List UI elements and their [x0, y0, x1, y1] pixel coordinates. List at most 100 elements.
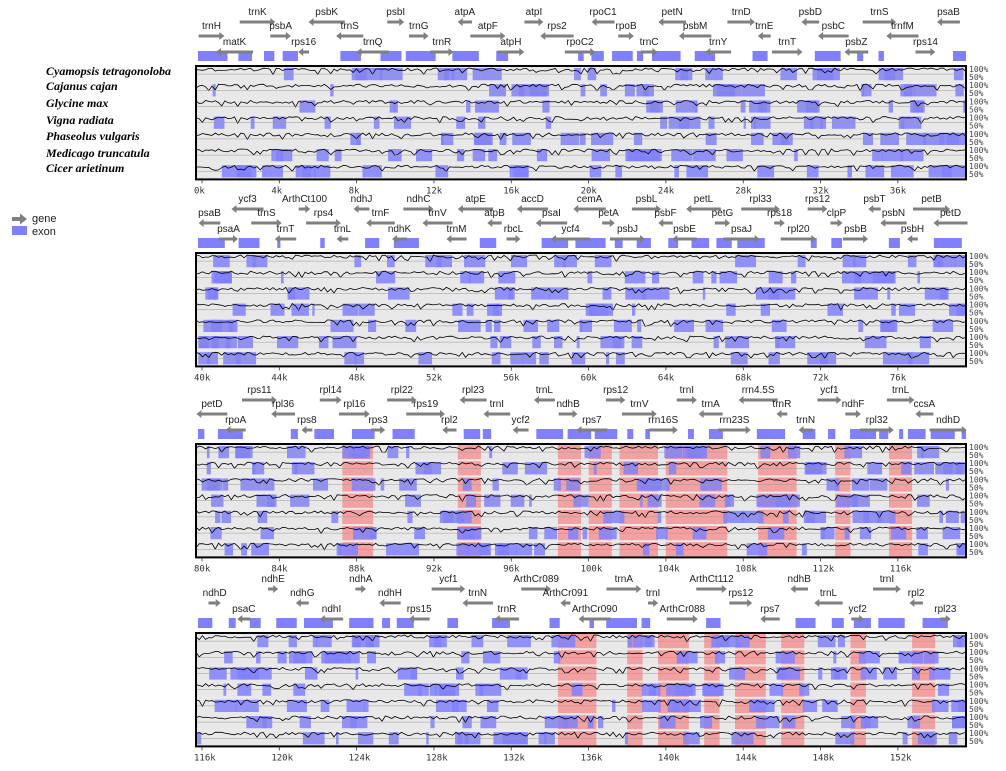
gene-label: trnV — [630, 399, 649, 410]
exon-band — [198, 51, 966, 61]
percent-50-label: 50% — [969, 705, 984, 714]
gene-label: trnQ — [363, 37, 383, 48]
percent-50-label: 50% — [969, 154, 984, 163]
percent-100-label: 100% — [969, 317, 988, 326]
percent-50-label: 50% — [969, 548, 984, 557]
gene-arrow — [494, 615, 520, 623]
gene-label: psbB — [844, 224, 867, 235]
exon-block — [814, 51, 841, 61]
exon-block — [922, 618, 948, 628]
gene-arrow — [723, 235, 760, 243]
similarity-curve — [195, 634, 967, 643]
axis-tick-label: 48k — [349, 373, 366, 383]
gene-label: ycf1 — [439, 574, 458, 585]
gene-label: petN — [662, 7, 683, 18]
gene-arrow — [909, 599, 923, 607]
axis-tick-label: 72k — [813, 373, 830, 383]
percent-100-label: 100% — [969, 648, 988, 657]
gene-arrow — [933, 219, 968, 227]
exon-block — [405, 51, 436, 61]
gene-arrow — [406, 410, 445, 418]
exon-block — [277, 238, 281, 248]
gene-label: rps11 — [247, 385, 272, 396]
gene-arrow — [251, 219, 282, 227]
gene-arrow — [353, 205, 370, 213]
gene-label: psbM — [683, 21, 707, 32]
gene-label: psbK — [315, 7, 338, 18]
species-track: 100%50% — [196, 162, 988, 180]
percent-50-label: 50% — [969, 532, 984, 541]
similarity-curve — [196, 164, 967, 173]
gene-arrow — [506, 235, 521, 243]
exon-block — [930, 429, 955, 439]
percent-100-label: 100% — [969, 729, 988, 738]
axis-tick-label: 116k — [194, 753, 216, 763]
gene-label: ndhJ — [351, 194, 373, 205]
gene-label: cemA — [577, 194, 603, 205]
exon-block — [479, 238, 497, 248]
exon-block — [802, 429, 816, 439]
gene-label: ycf1 — [820, 385, 839, 396]
similarity-curve — [195, 510, 967, 519]
exon-block — [708, 429, 723, 439]
gene-label: psbA — [269, 21, 292, 32]
gene-arrow — [886, 32, 919, 40]
similarity-curve — [195, 666, 967, 675]
gene-label: petD — [940, 208, 961, 219]
gene-arrow — [564, 48, 596, 56]
panel-frame — [195, 65, 967, 181]
exon-block — [612, 51, 633, 61]
gene-arrow — [387, 18, 405, 26]
gene-arrow — [271, 410, 296, 418]
exon-block — [716, 238, 732, 248]
gene-label: ycf3 — [238, 194, 257, 205]
percent-100-label: 100% — [969, 632, 988, 641]
gene-arrow — [606, 585, 642, 593]
exon-block — [282, 51, 298, 61]
gene-label: rps7 — [760, 604, 780, 615]
gene-label: rps12 — [603, 385, 628, 396]
gene-label: ndhE — [261, 574, 285, 585]
gene-label: petL — [694, 194, 714, 205]
gene-arrow — [274, 235, 297, 243]
axis-tick-label: 16k — [503, 186, 520, 196]
exon-block — [899, 429, 904, 439]
similarity-curve — [195, 351, 967, 360]
percent-50-label: 50% — [969, 737, 984, 746]
gene-arrow — [430, 48, 454, 56]
exon-block — [795, 618, 816, 628]
exon-block — [752, 51, 768, 61]
exon-block — [810, 238, 817, 248]
gene-label: trnR — [772, 399, 791, 410]
gene-label: trnE — [755, 21, 774, 32]
gene-label: ndhK — [388, 224, 412, 235]
gene-arrow — [880, 219, 907, 227]
exon-block — [857, 51, 864, 61]
exon-block — [228, 618, 236, 628]
alignment-panel: 100%50%100%50%100%50%100%50%100%50%100%5… — [194, 574, 988, 763]
similarity-curve — [195, 286, 967, 295]
exon-block — [878, 51, 884, 61]
gene-arrow — [301, 426, 313, 434]
axis-tick-label: 96k — [503, 564, 520, 574]
similarity-curve — [195, 270, 967, 279]
exon-block — [249, 618, 261, 628]
species-label: Vigna radiata — [46, 113, 114, 127]
percent-50-label: 50% — [969, 689, 984, 698]
percent-50-label: 50% — [969, 483, 984, 492]
axis: 40k 44k 48k 52k 56k 60k 64k 68k 72k 76k — [194, 366, 907, 383]
gene-label: psbT — [863, 194, 885, 205]
gene-arrow — [937, 18, 960, 26]
percent-50-label: 50% — [969, 309, 984, 318]
similarity-curve — [195, 683, 967, 691]
gene-label: psbN — [882, 208, 905, 219]
gene-arrow — [487, 219, 502, 227]
percent-50-label: 50% — [969, 500, 984, 509]
similarity-curve — [195, 303, 967, 311]
species-track: 100%50% — [195, 301, 988, 318]
species-track: 100%50% — [195, 508, 988, 525]
gene-arrow — [860, 426, 894, 434]
percent-50-label: 50% — [969, 122, 984, 131]
gene-label: rpl14 — [320, 385, 343, 396]
gene-label: clpP — [827, 208, 847, 219]
